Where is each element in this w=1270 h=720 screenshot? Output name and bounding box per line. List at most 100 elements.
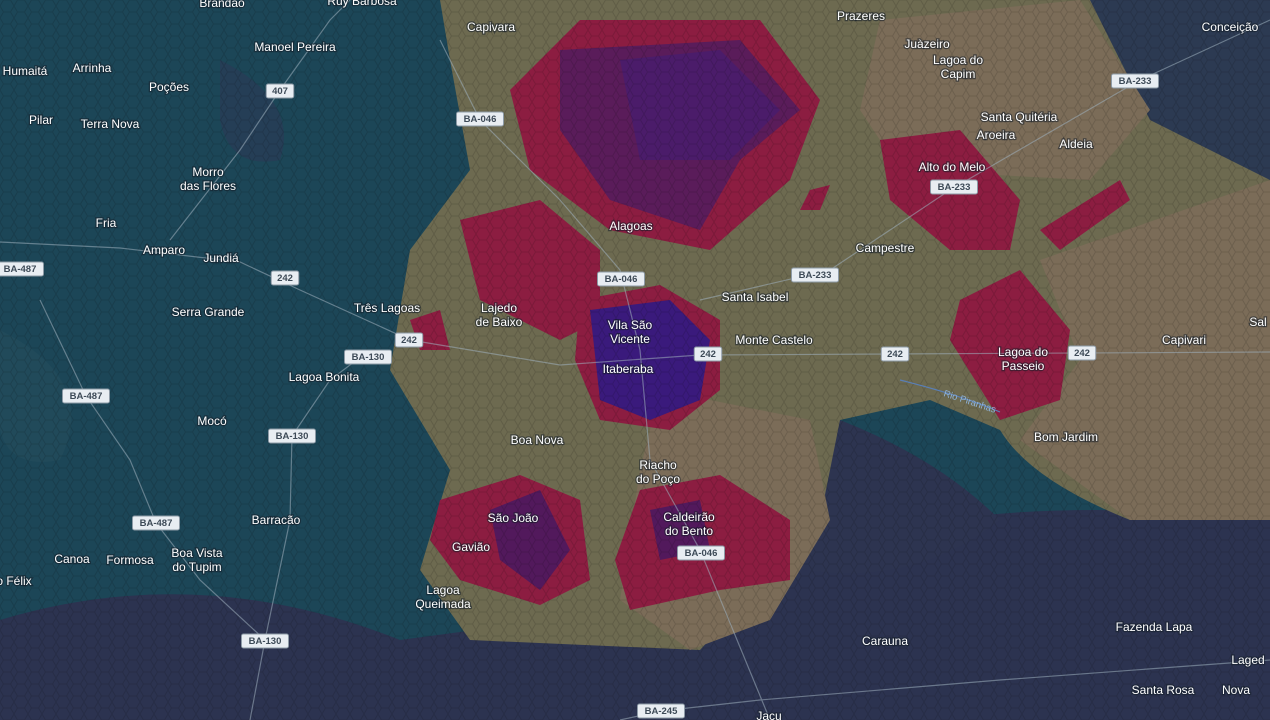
place-label: Poções — [149, 80, 189, 94]
place-label: Laged — [1231, 653, 1264, 667]
place-label: do Bento — [665, 524, 713, 538]
road-number: BA-046 — [685, 548, 718, 559]
road-shield — [268, 428, 316, 444]
road-shield — [132, 515, 180, 531]
place-label: Fazenda Lapa — [1116, 620, 1193, 634]
place-label: o Félix — [0, 574, 32, 588]
place-label: Formosa — [106, 553, 154, 567]
place-label: Lagoa do — [933, 53, 983, 67]
place-label: Carauna — [862, 634, 908, 648]
place-label: Manoel Pereira — [254, 40, 336, 54]
place-label: Passeio — [1002, 359, 1045, 373]
place-label: Humaitá — [3, 64, 48, 78]
place-label: Canoa — [54, 552, 90, 566]
place-label: Riacho — [639, 458, 677, 472]
place-label: Lagoa — [426, 583, 460, 597]
place-label: Serra Grande — [172, 305, 245, 319]
place-label: Arrinha — [73, 61, 112, 75]
road-number: 242 — [1074, 348, 1090, 359]
place-label: Vicente — [610, 332, 650, 346]
place-label: São João — [488, 511, 539, 525]
place-label: Monte Castelo — [735, 333, 813, 347]
place-label: Capim — [941, 67, 976, 81]
place-label: Prazeres — [837, 9, 885, 23]
place-label: Pilar — [29, 113, 53, 127]
road-shield — [597, 271, 645, 287]
road-number: BA-487 — [70, 391, 103, 402]
road-number: BA-233 — [799, 270, 832, 281]
road-number: BA-487 — [140, 518, 173, 529]
place-label: Conceição — [1202, 20, 1259, 34]
road-shield — [270, 270, 300, 286]
road-shield — [637, 703, 685, 719]
place-label: Campestre — [856, 241, 915, 255]
place-label: Barracão — [252, 513, 301, 527]
place-label: Gavião — [452, 540, 490, 554]
road-number: BA-046 — [464, 114, 497, 125]
place-label: Lagoa do — [998, 345, 1048, 359]
place-label: Alto do Melo — [919, 160, 986, 174]
place-label: Jundiá — [203, 251, 239, 265]
place-label: Ruy Barbosa — [327, 0, 397, 8]
place-label: Mocó — [197, 414, 227, 428]
road-shield — [241, 633, 289, 649]
place-label: Sal — [1249, 315, 1266, 329]
road-shield — [265, 83, 295, 99]
place-label: Jacu — [756, 709, 781, 720]
place-label: Capivari — [1162, 333, 1206, 347]
place-label: Fria — [96, 216, 117, 230]
place-label: das Flores — [180, 179, 236, 193]
road-shields: 407 BA-046 BA-233 BA-233 BA-487 242 BA-046 BA-2… — [0, 73, 1159, 719]
place-label: de Baixo — [476, 315, 523, 329]
place-label: Santa Isabel — [722, 290, 789, 304]
road-number: BA-487 — [4, 264, 37, 275]
place-label: Três Lagoas — [354, 301, 420, 315]
road-number: BA-130 — [249, 636, 282, 647]
road-number: BA-233 — [1119, 76, 1152, 87]
road-number: 407 — [272, 86, 288, 97]
road-number: BA-233 — [938, 182, 971, 193]
road-shield — [693, 346, 723, 362]
place-label: Boa Nova — [511, 433, 564, 447]
road-shield — [0, 261, 44, 277]
place-label: do Tupim — [172, 560, 221, 574]
place-label: Boa Vista — [171, 546, 222, 560]
river-line — [899, 379, 1001, 413]
place-label: Lajedo — [481, 301, 517, 315]
place-label: Morro — [192, 165, 224, 179]
place-label: Bom Jardim — [1034, 430, 1098, 444]
place-label: Lagoa Bonita — [289, 370, 360, 384]
road-number: BA-046 — [605, 274, 638, 285]
road-shield — [677, 545, 725, 561]
place-label: Brandão — [199, 0, 245, 10]
place-label: Alagoas — [609, 219, 652, 233]
road-number: BA-245 — [645, 706, 678, 717]
road-number: 242 — [401, 335, 417, 346]
place-label: Terra Nova — [81, 117, 140, 131]
place-label: do Poço — [636, 472, 680, 486]
road-shield — [394, 332, 424, 348]
road-shield — [62, 388, 110, 404]
place-label: Queimada — [415, 597, 471, 611]
place-label: Nova — [1222, 683, 1250, 697]
road-shield — [930, 179, 978, 195]
road-shield — [1111, 73, 1159, 89]
road-shield — [880, 346, 910, 362]
road-number: 242 — [277, 273, 293, 284]
place-label: Amparo — [143, 243, 185, 257]
place-label: Aroeira — [977, 128, 1016, 142]
road-number: BA-130 — [352, 352, 385, 363]
place-label: Santa Quitéria — [981, 110, 1058, 124]
road-shield — [791, 267, 839, 283]
place-label: Juàzeiro — [904, 37, 950, 51]
place-label: Santa Rosa — [1132, 683, 1195, 697]
place-label: Capivara — [467, 20, 515, 34]
place-label: Aldeia — [1059, 137, 1093, 151]
place-label: Itaberaba — [603, 362, 654, 376]
road-number: 242 — [700, 349, 716, 360]
place-label: Caldeirão — [663, 510, 715, 524]
road-shield — [1067, 345, 1097, 361]
place-label: Vila São — [608, 318, 653, 332]
